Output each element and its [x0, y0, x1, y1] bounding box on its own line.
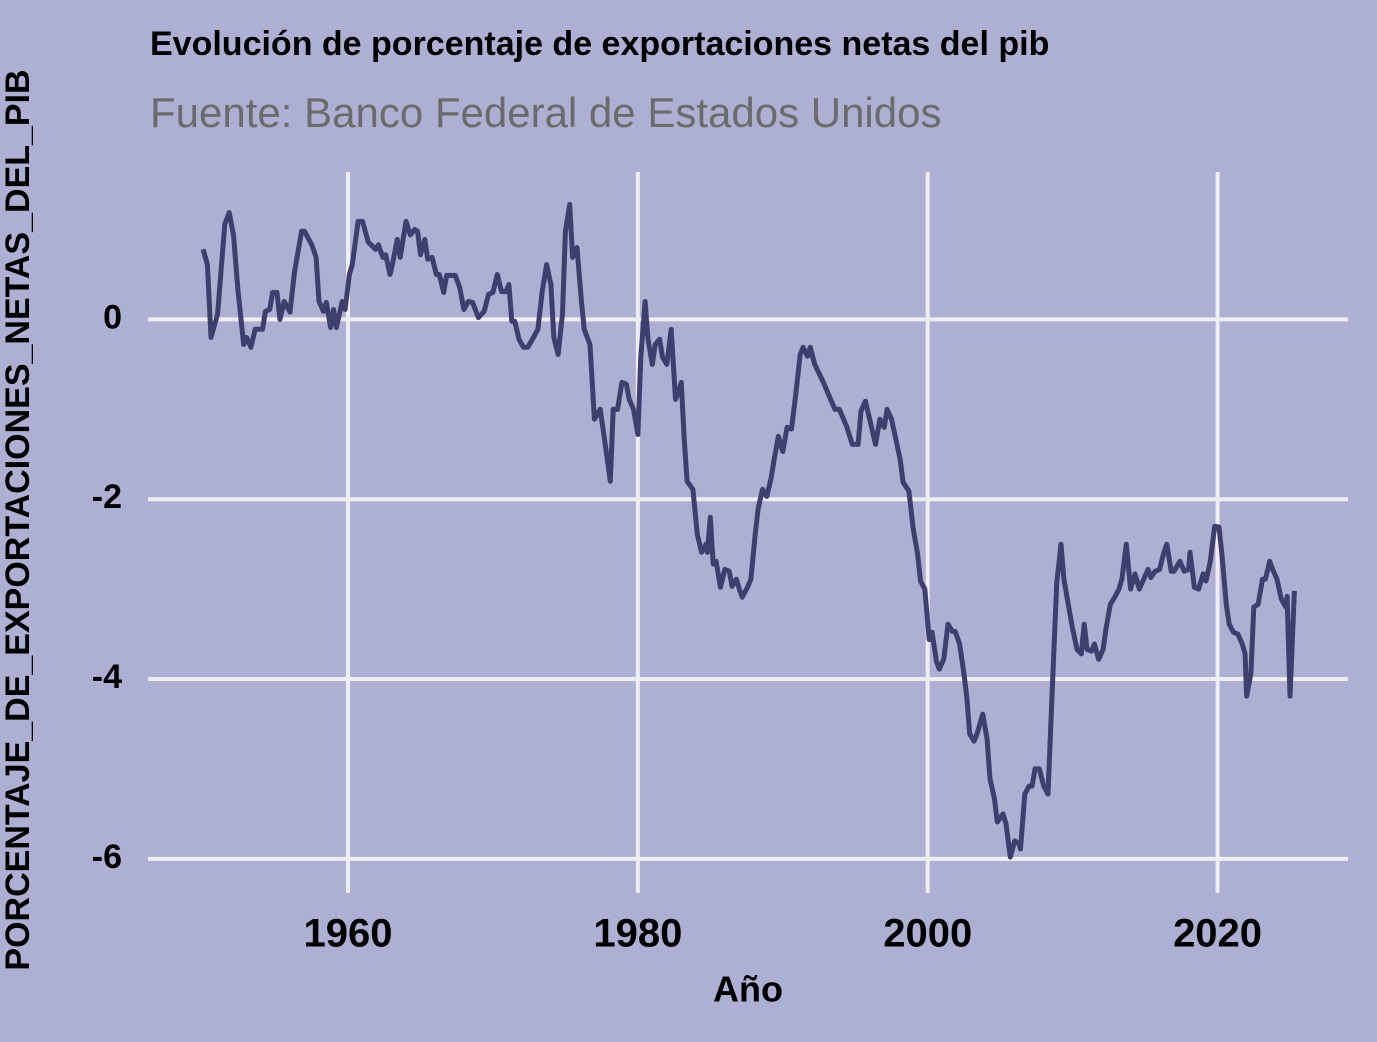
y-tick-label: -2 [92, 478, 122, 516]
data-line [200, 201, 1297, 860]
x-tick-label: 1980 [593, 912, 682, 956]
y-tick-label: 0 [103, 298, 122, 336]
y-tick-label: -4 [92, 658, 122, 696]
x-tick-label: 2020 [1173, 912, 1262, 956]
y-axis-label: PORCENTAJE_DE_EXPORTACIONES_NETAS_DEL_PI… [0, 69, 37, 970]
y-tick-label: -6 [92, 838, 122, 876]
chart-subtitle: Fuente: Banco Federal de Estados Unidos [150, 89, 941, 136]
x-axis-label: Año [713, 969, 783, 1010]
x-tick-label: 2000 [883, 912, 972, 956]
chart-title: Evolución de porcentaje de exportaciones… [150, 25, 1049, 63]
x-tick-label: 1960 [304, 912, 393, 956]
